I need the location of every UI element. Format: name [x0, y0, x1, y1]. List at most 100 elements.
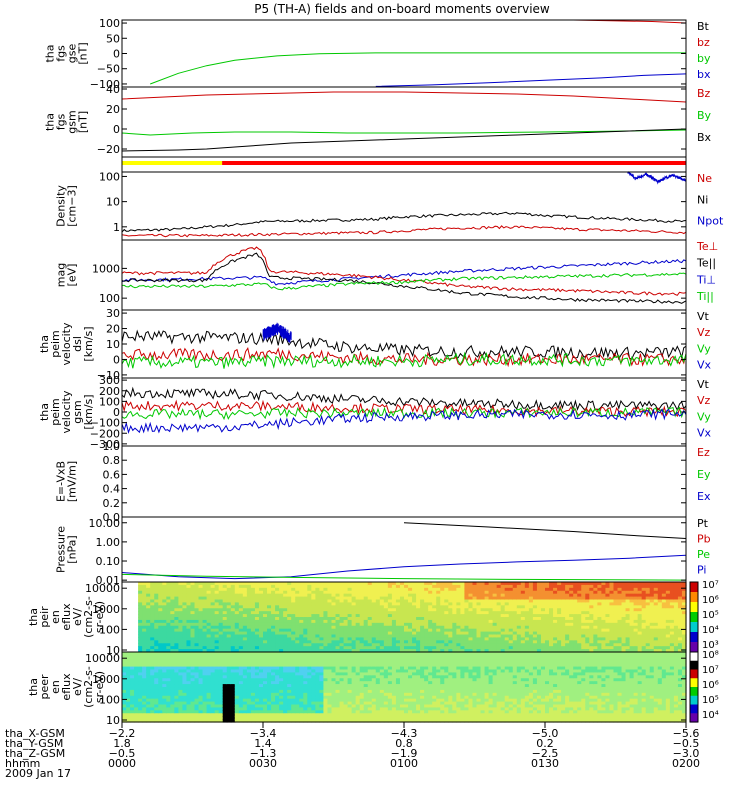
heatmap-cell — [242, 608, 248, 612]
heatmap-cell — [573, 649, 578, 653]
heatmap-cell — [258, 628, 264, 633]
heatmap-cell — [545, 599, 550, 604]
heatmap-cell — [226, 646, 232, 650]
heatmap-cell — [371, 625, 377, 630]
heatmap-cell — [549, 625, 554, 630]
heatmap-cell — [303, 678, 308, 682]
y-tick-label: 30 — [106, 307, 120, 320]
heatmap-cell — [311, 637, 316, 641]
heatmap-cell — [134, 625, 139, 630]
heatmap-cell — [154, 643, 159, 647]
heatmap-cell — [375, 634, 381, 639]
heatmap-cell — [468, 625, 474, 630]
heatmap-cell — [291, 622, 296, 627]
series-density-Ne — [121, 225, 687, 238]
heatmap-cell — [242, 599, 248, 604]
heatmap-cell — [464, 608, 470, 612]
heatmap-cell — [142, 710, 147, 714]
heatmap-cell — [154, 631, 159, 636]
heatmap-cell — [214, 660, 220, 665]
heatmap-cell — [565, 634, 570, 639]
heatmap-cell — [126, 637, 131, 641]
heatmap-cell — [540, 617, 546, 621]
heatmap-cell — [126, 625, 131, 630]
heatmap-cell — [665, 637, 671, 641]
heatmap-cell — [162, 684, 167, 688]
heatmap-cell — [420, 608, 425, 612]
heatmap-cell — [375, 584, 381, 589]
heatmap-cell — [190, 681, 196, 685]
heatmap-cell — [303, 684, 308, 688]
heatmap-cell — [512, 614, 518, 618]
heatmap-cell — [279, 614, 284, 618]
heatmap-cell — [186, 640, 192, 644]
heatmap-cell — [291, 643, 296, 647]
heatmap-cell — [242, 640, 248, 644]
heatmap-cell — [283, 599, 288, 604]
heatmap-cell — [496, 596, 502, 601]
heatmap-cell — [545, 619, 550, 624]
heatmap-cell — [194, 608, 200, 612]
heatmap-cell — [673, 599, 679, 604]
heatmap-cell — [681, 602, 687, 606]
heatmap-cell — [178, 590, 184, 595]
heatmap-cell — [250, 695, 256, 700]
heatmap-cell — [138, 678, 143, 682]
heatmap-cell — [162, 602, 167, 606]
heatmap-cell — [122, 593, 127, 598]
heatmap-cell — [170, 660, 175, 665]
heatmap-cell — [633, 605, 639, 609]
heatmap-cell — [359, 590, 365, 595]
heatmap-cell — [271, 716, 276, 720]
heatmap-cell — [375, 593, 381, 598]
heatmap-cell — [605, 590, 611, 595]
heatmap-cell — [500, 582, 506, 586]
heatmap-cell — [166, 663, 171, 668]
heatmap-cell — [202, 587, 208, 592]
heatmap-cell — [428, 622, 433, 627]
heatmap-cell — [404, 605, 409, 609]
heatmap-cell — [319, 611, 325, 615]
heatmap-cell — [271, 678, 276, 682]
heatmap-cell — [210, 689, 216, 694]
heatmap-cell — [508, 625, 514, 630]
heatmap-cell — [633, 628, 639, 633]
heatmap-cell — [416, 646, 421, 650]
heatmap-cell — [577, 622, 582, 627]
heatmap-cell — [404, 582, 409, 586]
heatmap-cell — [335, 695, 341, 700]
heatmap-cell — [206, 719, 212, 723]
heatmap-cell — [504, 596, 510, 601]
heatmap-cell — [303, 619, 308, 624]
heatmap-cell — [142, 611, 147, 615]
heatmap-cell — [319, 631, 325, 636]
heatmap-cell — [440, 611, 445, 615]
heatmap-cell — [464, 640, 470, 644]
heatmap-cell — [585, 619, 590, 624]
heatmap-cell — [319, 587, 325, 592]
heatmap-cell — [351, 669, 357, 674]
series-peim_dsl-Vz — [121, 347, 687, 368]
heatmap-cell — [186, 669, 192, 674]
heatmap-cell — [404, 622, 409, 627]
heatmap-cell — [202, 582, 208, 586]
heatmap-cell — [343, 619, 349, 624]
heatmap-cell — [186, 637, 192, 641]
heatmap-cell — [271, 628, 276, 633]
heatmap-cell — [593, 631, 598, 636]
heatmap-cell — [412, 631, 417, 636]
heatmap-cell — [581, 605, 586, 609]
heatmap-cell — [230, 678, 236, 682]
heatmap-cell — [206, 689, 212, 694]
heatmap-cell — [311, 654, 316, 659]
heatmap-cell — [263, 692, 268, 697]
heatmap-cell — [549, 608, 554, 612]
heatmap-cell — [154, 652, 159, 656]
y-tick-label: 40 — [106, 83, 120, 96]
heatmap-cell — [206, 605, 212, 609]
heatmap-cell — [432, 596, 437, 601]
heatmap-cell — [335, 625, 341, 630]
heatmap-cell — [291, 719, 296, 723]
heatmap-cell — [557, 611, 562, 615]
heatmap-cell — [597, 584, 602, 589]
